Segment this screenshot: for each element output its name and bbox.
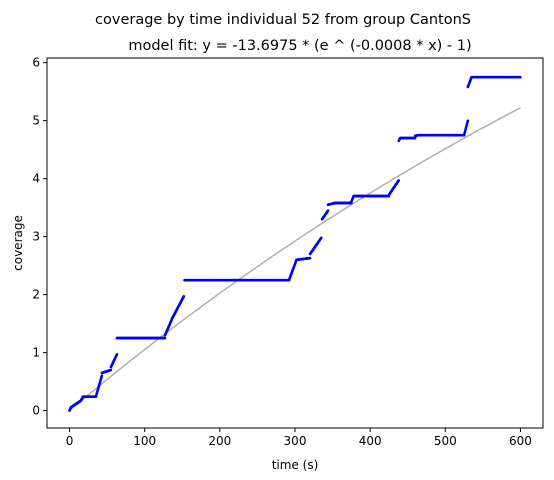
x-tick-label: 600 [509, 434, 532, 448]
x-axis-ticks: 0 100 200 300 400 500 600 [66, 428, 532, 448]
data-point [116, 353, 119, 356]
data-point [414, 137, 417, 140]
model-fit-line [70, 108, 521, 411]
y-axis-ticks: 0 1 2 3 4 5 6 [32, 56, 47, 418]
y-tick-label: 1 [32, 346, 40, 360]
data-point [327, 209, 330, 212]
data-point [320, 236, 323, 239]
data-point [164, 337, 167, 340]
x-tick-label: 100 [133, 434, 156, 448]
x-axis-label: time (s) [272, 458, 319, 472]
chart-subtitle: model fit: y = -13.6975 * (e ^ (-0.0008 … [128, 38, 471, 54]
x-tick-label: 400 [359, 434, 382, 448]
y-axis-label: coverage [11, 215, 25, 271]
x-tick-label: 500 [434, 434, 457, 448]
data-point [519, 76, 522, 79]
x-tick-label: 300 [284, 434, 307, 448]
data-point [309, 257, 312, 260]
data-point [182, 295, 185, 298]
x-tick-label: 200 [208, 434, 231, 448]
y-tick-label: 2 [32, 288, 40, 302]
fit-curve [70, 108, 521, 411]
y-tick-label: 0 [32, 404, 40, 418]
data-point [101, 375, 104, 378]
y-tick-label: 6 [32, 56, 40, 70]
x-tick-label: 0 [66, 434, 74, 448]
chart-title: coverage by time individual 52 from grou… [95, 12, 471, 28]
y-tick-label: 4 [32, 172, 40, 186]
data-point [397, 179, 400, 182]
plot-area-frame [47, 58, 543, 428]
y-tick-label: 3 [32, 230, 40, 244]
data-point [467, 119, 470, 122]
y-tick-label: 5 [32, 114, 40, 128]
observed-points [68, 76, 522, 412]
data-point [110, 369, 113, 372]
